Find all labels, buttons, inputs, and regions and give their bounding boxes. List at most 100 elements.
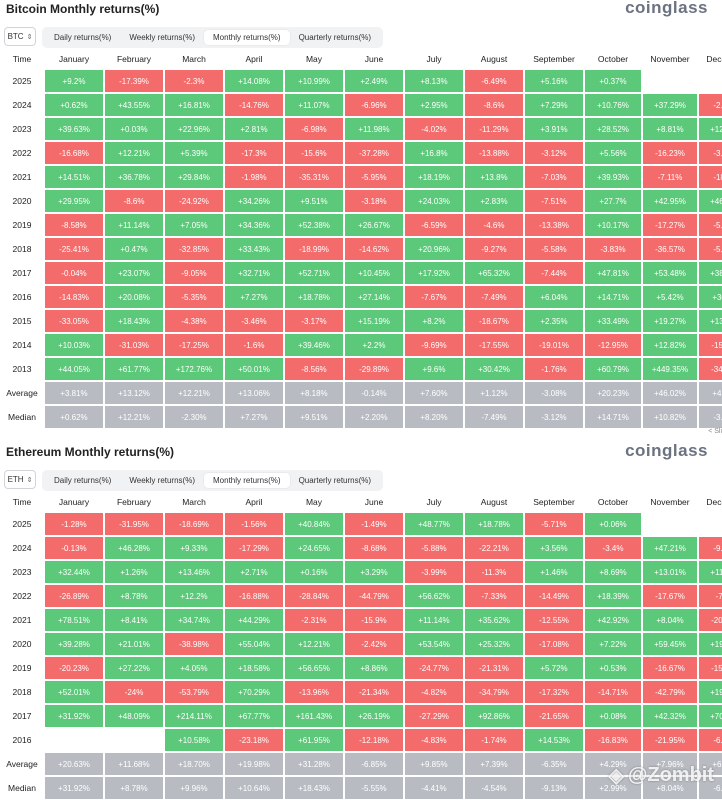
- tab-monthly[interactable]: Monthly returns(%): [204, 30, 290, 45]
- stat-cell: +9.51%: [284, 405, 344, 429]
- return-cell: +0.16%: [284, 560, 344, 584]
- return-cell: +10.99%: [284, 69, 344, 93]
- return-cell: -31.95%: [104, 512, 164, 536]
- tab-weekly[interactable]: Weekly returns(%): [129, 476, 195, 485]
- return-cell: -9.05%: [164, 261, 224, 285]
- return-cell: -24.92%: [164, 189, 224, 213]
- return-cell: [642, 512, 698, 536]
- return-cell: +10.58%: [164, 728, 224, 752]
- column-header-month: November: [650, 497, 690, 507]
- return-cell: -14.62%: [344, 237, 404, 261]
- return-cell: -3.12%: [524, 141, 584, 165]
- return-cell: +12.21%: [104, 141, 164, 165]
- return-cell: +19.68%: [698, 680, 722, 704]
- return-cell: +7.29%: [524, 93, 584, 117]
- return-cell: -3.83%: [584, 237, 642, 261]
- return-cell: -3.99%: [404, 560, 464, 584]
- return-cell: -7.11%: [642, 165, 698, 189]
- return-cell: +33.49%: [584, 309, 642, 333]
- coin-select-eth[interactable]: ETH ⇕: [4, 470, 36, 489]
- return-cell: -7.51%: [524, 189, 584, 213]
- tab-quarterly[interactable]: Quarterly returns(%): [298, 476, 372, 485]
- return-cell: +26.67%: [344, 213, 404, 237]
- return-cell: +16.81%: [164, 93, 224, 117]
- return-cell: -1.56%: [224, 512, 284, 536]
- return-cell: +3.29%: [344, 560, 404, 584]
- column-header-month: March: [182, 497, 206, 507]
- return-cell: +0.47%: [104, 237, 164, 261]
- return-cell: [642, 69, 698, 93]
- stat-cell: +7.96%: [642, 752, 698, 776]
- return-cell: -35.31%: [284, 165, 344, 189]
- return-cell: +2.35%: [524, 309, 584, 333]
- stat-cell: -2.30%: [164, 405, 224, 429]
- return-cell: -7.33%: [464, 584, 524, 608]
- return-cell: -21.95%: [642, 728, 698, 752]
- return-cell: -34.79%: [464, 680, 524, 704]
- row-year-label: 2021: [12, 615, 32, 625]
- tab-weekly[interactable]: Weekly returns(%): [129, 33, 195, 42]
- return-cell: [698, 69, 722, 93]
- return-cell: +14.71%: [584, 285, 642, 309]
- bitcoin-title: Bitcoin Monthly returns(%): [6, 2, 160, 16]
- return-cell: -17.55%: [464, 333, 524, 357]
- return-cell: +39.93%: [584, 165, 642, 189]
- return-cell: +39.28%: [44, 632, 104, 656]
- tab-daily[interactable]: Daily returns(%): [54, 476, 112, 485]
- return-cell: +5.56%: [584, 141, 642, 165]
- return-cell: -0.13%: [44, 536, 104, 560]
- row-year-label: 2020: [12, 196, 32, 206]
- stat-cell: +20.23%: [584, 381, 642, 405]
- coin-select-btc[interactable]: BTC ⇕: [4, 27, 36, 46]
- stat-cell: +4.29%: [584, 752, 642, 776]
- ethereum-title: Ethereum Monthly returns(%): [6, 445, 175, 459]
- return-cell: -6.59%: [404, 213, 464, 237]
- stat-cell: -0.14%: [344, 381, 404, 405]
- return-cell: -3.4%: [584, 536, 642, 560]
- return-cell: -1.98%: [224, 165, 284, 189]
- return-cell: -15.09%: [698, 656, 722, 680]
- return-cell: +53.54%: [404, 632, 464, 656]
- return-cell: -17.25%: [164, 333, 224, 357]
- return-cell: +2.71%: [224, 560, 284, 584]
- column-header-month: August: [480, 497, 508, 507]
- column-header-month: December: [706, 497, 722, 507]
- return-cell: -9.75%: [698, 536, 722, 560]
- return-cell: -42.79%: [642, 680, 698, 704]
- return-cell: -5.58%: [524, 237, 584, 261]
- return-cell: -18.67%: [464, 309, 524, 333]
- return-cell: -14.71%: [584, 680, 642, 704]
- return-cell: -3.18%: [344, 189, 404, 213]
- column-header-month: September: [533, 54, 575, 64]
- return-cell: +10.45%: [344, 261, 404, 285]
- return-cell: +10.03%: [44, 333, 104, 357]
- return-cell: +34.36%: [224, 213, 284, 237]
- row-year-label: 2021: [12, 172, 32, 182]
- return-cell: -4.6%: [464, 213, 524, 237]
- return-cell: +214.11%: [164, 704, 224, 728]
- return-cell: +44.05%: [44, 357, 104, 381]
- column-header-month: December: [706, 54, 722, 64]
- return-cell: +34.26%: [224, 189, 284, 213]
- return-cell: -7.67%: [404, 285, 464, 309]
- stat-cell: +7.39%: [464, 752, 524, 776]
- return-cell: -14.83%: [44, 285, 104, 309]
- return-cell: -8.58%: [44, 213, 104, 237]
- tab-daily[interactable]: Daily returns(%): [54, 33, 112, 42]
- return-cell: +10.76%: [584, 93, 642, 117]
- return-cell: [104, 728, 164, 752]
- return-cell: +44.29%: [224, 608, 284, 632]
- tab-quarterly[interactable]: Quarterly returns(%): [298, 33, 372, 42]
- return-cell: +2.49%: [344, 69, 404, 93]
- return-cell: +25.32%: [464, 632, 524, 656]
- return-cell: +27.7%: [584, 189, 642, 213]
- return-cell: -29.89%: [344, 357, 404, 381]
- stat-cell: -3.12%: [524, 405, 584, 429]
- tab-monthly[interactable]: Monthly returns(%): [204, 473, 290, 488]
- column-header-month: April: [245, 54, 263, 64]
- return-cell: +0.03%: [104, 117, 164, 141]
- bitcoin-returns-section: Bitcoin Monthly returns(%) coinglass BTC…: [4, 0, 722, 435]
- return-cell: +31.92%: [44, 704, 104, 728]
- stat-cell: +13.06%: [224, 381, 284, 405]
- return-cell: +8.86%: [344, 656, 404, 680]
